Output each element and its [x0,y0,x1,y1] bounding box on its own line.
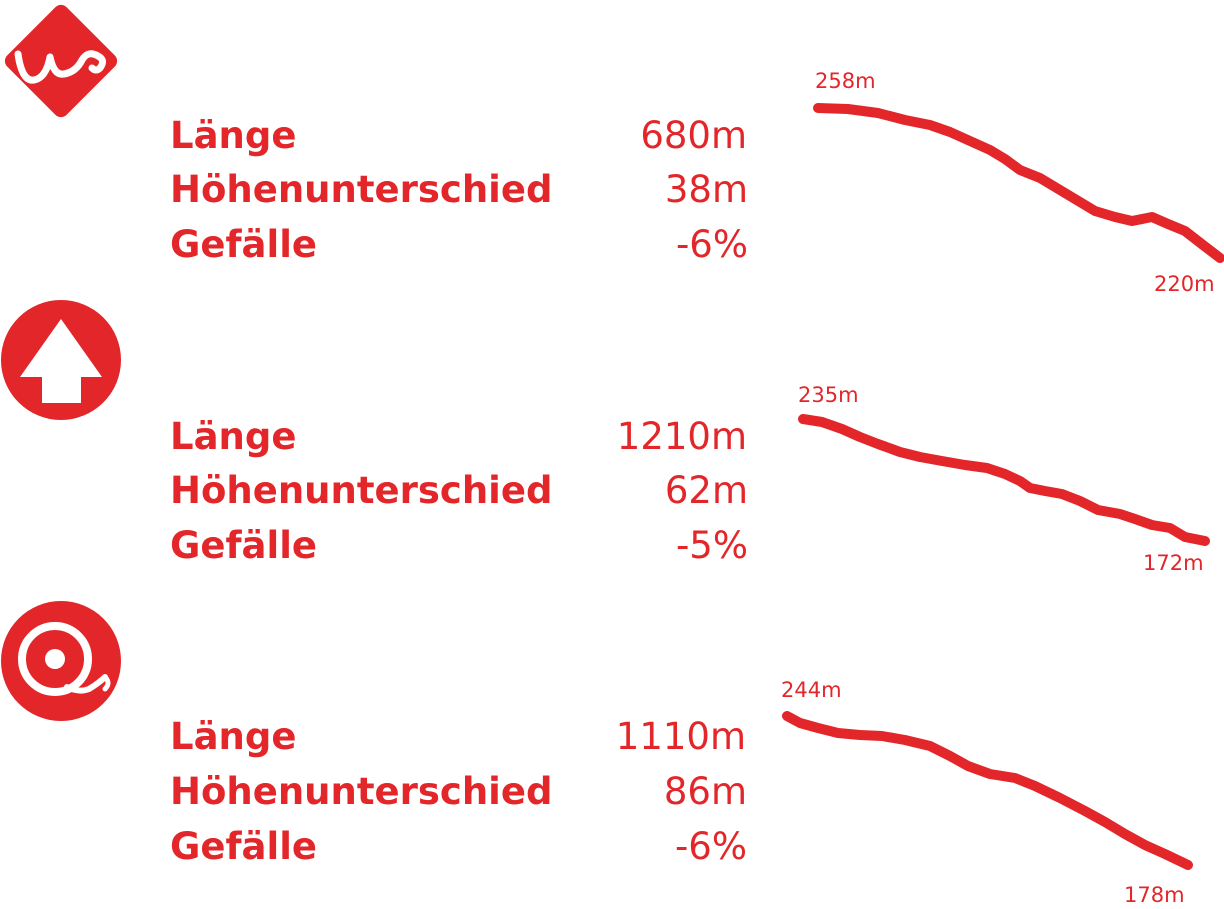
length-label: Länge [170,114,297,157]
length-value: 1110m [615,715,746,758]
height-difference-value: 86m [663,770,747,813]
q-circle-icon [1,601,121,721]
length-label: Länge [170,715,297,758]
height-difference-label: Höhenunterschied [170,469,553,512]
height-difference-value: 38m [664,168,748,211]
wave-diamond-icon [4,4,118,118]
elevation-profile-line-3 [782,711,1193,870]
elevation-profile-line-1 [813,103,1224,263]
gradient-label: Gefälle [170,223,317,266]
height-difference-label: Höhenunterschied [170,770,553,813]
elevation-end-label: 172m [1143,551,1204,575]
gradient-label: Gefälle [170,825,317,868]
gradient-value: -6% [675,223,748,266]
elevation-end-label: 178m [1124,883,1185,907]
height-difference-label: Höhenunterschied [170,168,553,211]
elevation-start-label: 235m [798,383,859,407]
height-difference-value: 62m [664,469,748,512]
elevation-start-label: 244m [781,678,842,702]
up-arrow-circle-icon [1,300,121,420]
length-value: 1210m [616,415,747,458]
length-label: Länge [170,415,297,458]
gradient-value: -5% [675,524,748,567]
gradient-label: Gefälle [170,524,317,567]
elevation-end-label: 220m [1154,272,1215,296]
elevation-start-label: 258m [815,69,876,93]
gradient-value: -6% [674,825,747,868]
elevation-profile-line-2 [798,414,1210,546]
length-value: 680m [640,114,747,157]
